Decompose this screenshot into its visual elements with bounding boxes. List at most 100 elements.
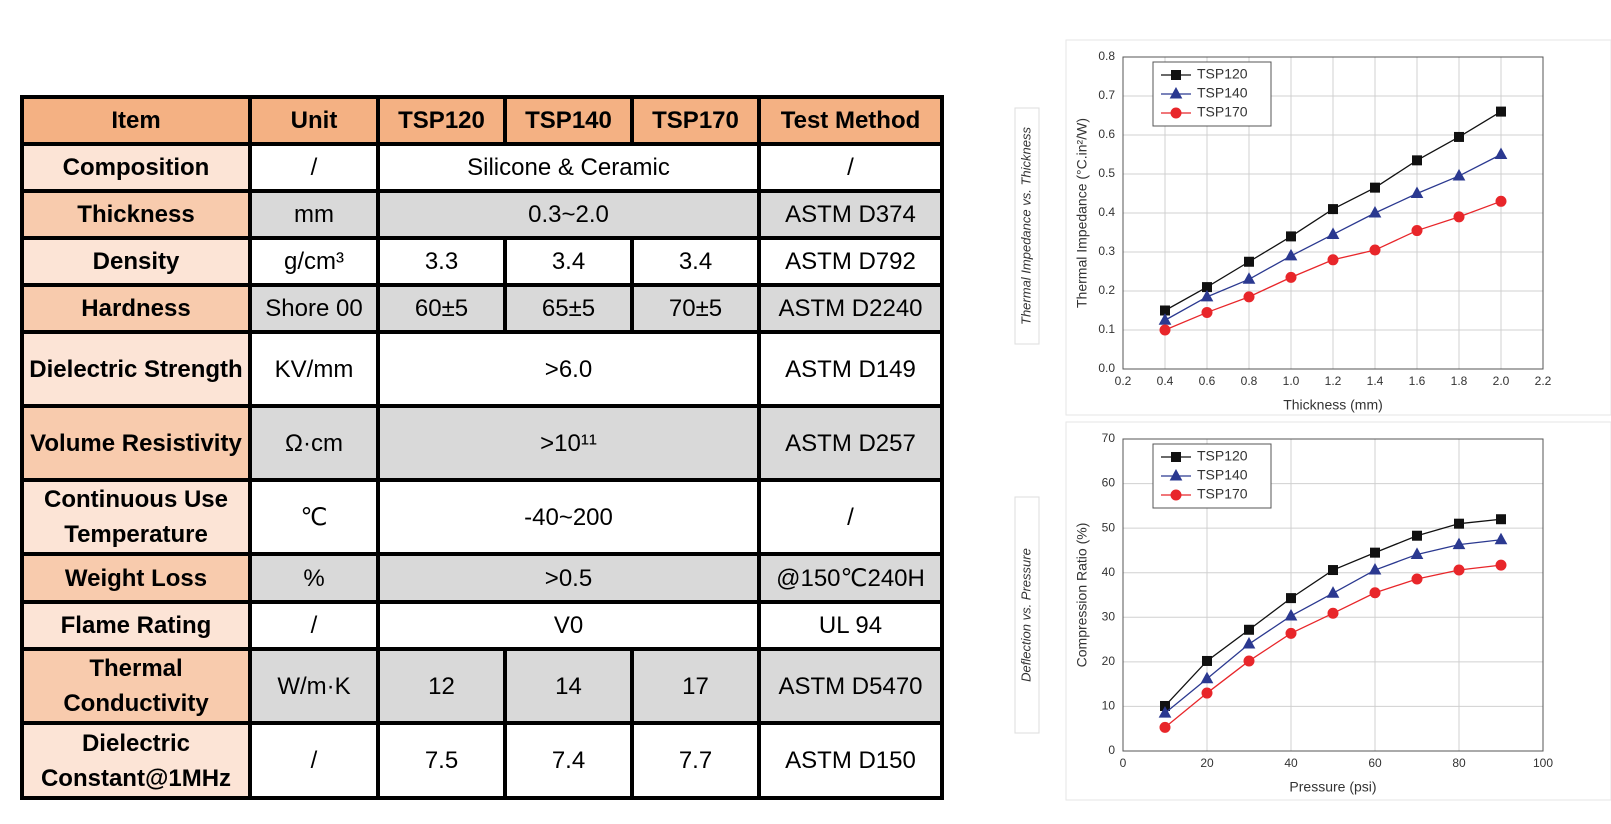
y-tick-label: 50 <box>1102 520 1116 534</box>
side-label-box <box>1014 107 1040 345</box>
table-cell: 3.4 <box>503 236 634 287</box>
x-tick-label: 40 <box>1284 756 1298 770</box>
table-cell: ASTM D149 <box>757 330 944 408</box>
row-label: Continuous Use Temperature <box>20 478 252 556</box>
table-row: Flame Rating / V0 UL 94 <box>20 600 944 651</box>
x-tick-label: 80 <box>1452 756 1466 770</box>
x-tick-label: 1.2 <box>1325 374 1342 388</box>
marker <box>1496 514 1506 525</box>
table-cell: 3.4 <box>630 236 761 287</box>
x-tick-label: 0.4 <box>1157 374 1174 388</box>
table-cell: KV/mm <box>248 330 380 408</box>
marker <box>1495 195 1507 207</box>
x-axis-label: Pressure (psi) <box>1289 779 1376 795</box>
legend-label: TSP170 <box>1197 486 1248 502</box>
marker <box>1242 636 1256 649</box>
table-cell: @150℃240H <box>757 552 944 604</box>
table-cell: 65±5 <box>503 283 634 334</box>
marker <box>1202 655 1212 666</box>
marker <box>1454 518 1464 529</box>
table-cell: 7.4 <box>503 721 634 800</box>
marker <box>1410 186 1424 198</box>
table-cell: UL 94 <box>757 600 944 651</box>
table-cell: / <box>757 142 944 193</box>
marker <box>1201 687 1213 699</box>
table-cell: mm <box>248 189 380 240</box>
table-cell: 17 <box>630 647 761 725</box>
table-row: Density g/cm³ 3.3 3.4 3.4 ASTM D792 <box>20 236 944 287</box>
table-cell: 7.5 <box>376 721 507 800</box>
x-tick-label: 2.2 <box>1535 374 1552 388</box>
marker <box>1285 271 1297 283</box>
y-tick-label: 0.5 <box>1098 166 1115 180</box>
row-label: Density <box>20 236 252 287</box>
marker <box>1200 671 1214 684</box>
row-label: Hardness <box>20 283 252 334</box>
marker <box>1369 244 1381 256</box>
marker <box>1370 547 1380 558</box>
row-label: Flame Rating <box>20 600 252 651</box>
table-cell: >10¹¹ <box>376 404 761 482</box>
marker <box>1410 547 1424 559</box>
row-label: Dielectric Constant@1MHz <box>20 721 252 800</box>
x-axis-label: Thickness (mm) <box>1283 397 1383 413</box>
x-tick-label: 0 <box>1120 756 1127 770</box>
row-label: Composition <box>20 142 252 193</box>
marker <box>1200 289 1214 302</box>
marker <box>1368 563 1382 575</box>
marker <box>1286 231 1296 242</box>
marker <box>1286 593 1296 604</box>
marker <box>1370 182 1380 193</box>
table-cell: ASTM D257 <box>757 404 944 482</box>
marker <box>1452 537 1466 550</box>
y-tick-label: 0.3 <box>1098 244 1115 258</box>
series <box>1159 559 1507 733</box>
table-cell: >0.5 <box>376 552 761 604</box>
y-tick-label: 0.4 <box>1098 205 1115 219</box>
legend-label: TSP140 <box>1197 85 1248 101</box>
header-row: Item Unit TSP120 TSP140 TSP170 Test Method <box>20 95 944 146</box>
table-row: Dielectric Constant@1MHz/7.5 7.4 7.7 ASTM D… <box>20 721 944 800</box>
marker <box>1495 559 1507 571</box>
y-tick-label: 60 <box>1102 476 1116 490</box>
y-tick-label: 0.7 <box>1098 88 1115 102</box>
table-cell: 14 <box>503 647 634 725</box>
table-cell: ASTM D374 <box>757 189 944 240</box>
marker <box>1169 468 1183 481</box>
table-cell: ℃ <box>248 478 380 556</box>
marker <box>1171 70 1181 80</box>
table-cell: >6.0 <box>376 330 761 408</box>
marker <box>1201 306 1213 318</box>
marker <box>1452 168 1466 181</box>
table-row: Thermal Conductivity W/m·K 12 14 17 ASTM D547… <box>20 647 944 725</box>
header-cell: Test Method <box>757 95 944 146</box>
marker <box>1453 211 1465 223</box>
table-cell: ASTM D150 <box>757 721 944 800</box>
x-tick-label: 100 <box>1533 756 1553 770</box>
row-label: Dielectric Strength <box>20 330 252 408</box>
table-cell: Ω·cm <box>248 404 380 482</box>
marker <box>1412 530 1422 541</box>
table-cell: / <box>248 600 380 651</box>
marker <box>1243 291 1255 303</box>
header-cell: TSP170 <box>630 95 761 146</box>
marker <box>1328 204 1338 215</box>
series <box>1158 532 1508 718</box>
table-cell: Silicone & Ceramic <box>376 142 761 193</box>
row-label: Thickness <box>20 189 252 240</box>
table-row: Continuous Use Temperature ℃ -40~200/ <box>20 478 944 556</box>
marker <box>1284 248 1298 261</box>
legend-label: TSP120 <box>1197 448 1248 464</box>
table-cell: -40~200 <box>376 478 761 556</box>
table-cell: 7.7 <box>630 721 761 800</box>
side-label: Thermal Impedance vs. Thickness <box>1018 127 1033 325</box>
legend-label: TSP170 <box>1197 104 1248 120</box>
legend-label: TSP120 <box>1197 66 1248 82</box>
table-row: Volume Resistivity Ω·cm >10¹¹ ASTM D257 <box>20 404 944 482</box>
marker <box>1158 313 1172 325</box>
series <box>1160 106 1506 316</box>
y-tick-label: 0.1 <box>1098 322 1115 336</box>
table-cell: Shore 00 <box>248 283 380 334</box>
y-axis-label: Thermal Impedance (°C.in²/W) <box>1074 118 1090 308</box>
